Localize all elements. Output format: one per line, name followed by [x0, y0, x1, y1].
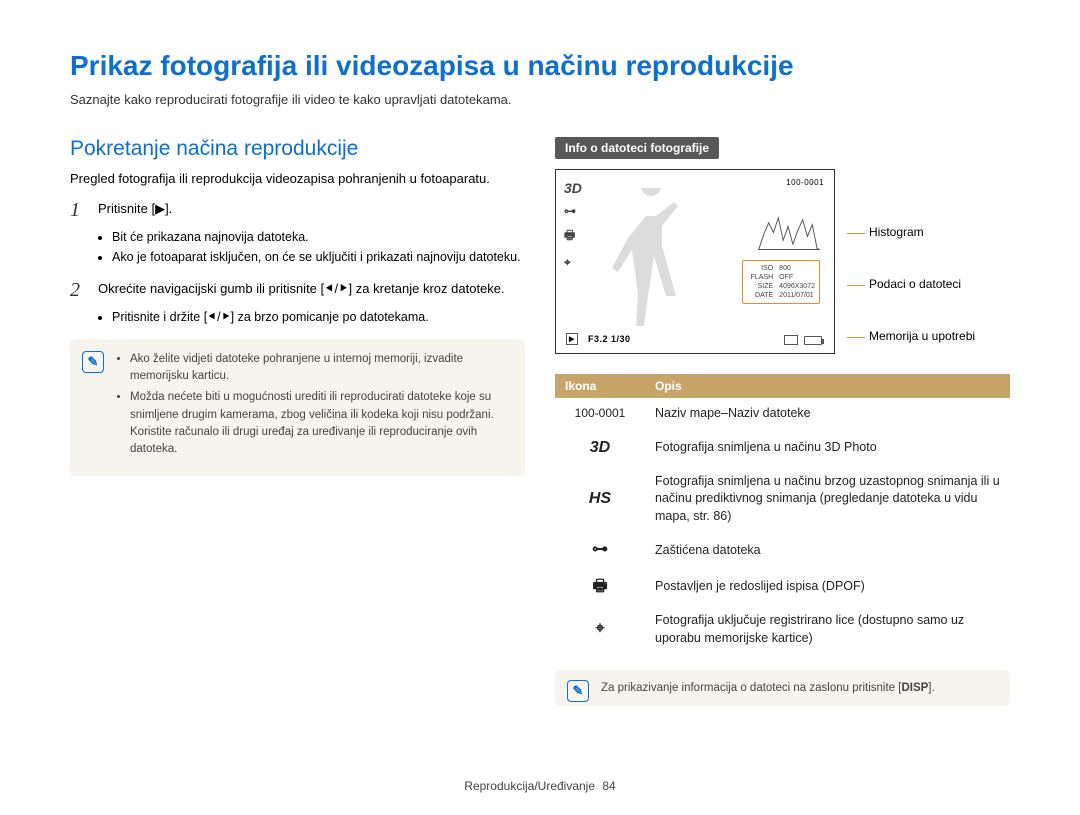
th-opis: Opis [645, 374, 1010, 398]
desc-cell: Zaštićena datoteka [645, 532, 1010, 568]
section-para: Pregled fotografija ili reprodukcija vid… [70, 169, 525, 189]
footer-label: Reprodukcija/Uređivanje [464, 779, 595, 793]
step-1-bullets: Bit će prikazana najnovija datoteka. Ako… [98, 228, 525, 268]
step-text: Pritisnite [▶]. [98, 199, 172, 222]
list-item: Pritisnite i držite [⯇/⯈] za brzo pomica… [112, 308, 525, 327]
printer-icon: 🖶 [555, 569, 645, 605]
screen-annotations: Histogram Podaci o datoteci Memorija u u… [847, 225, 975, 343]
left-column: Pokretanje načina reprodukcije Pregled f… [70, 137, 525, 706]
play-icon: ▶ [566, 333, 578, 345]
screen-figure: 3D ⊶ 🖶 ⌖ 100-0001 ISO800 FLASHOFF SIZE40… [555, 169, 1010, 374]
silhouette-icon [606, 188, 696, 328]
exif-box: ISO800 FLASHOFF SIZE4096X3072 DATE2011/0… [742, 260, 820, 304]
screen-bottom-left: ▶ F3.2 1/30 [566, 333, 631, 345]
intro-text: Saznajte kako reproducirati fotografije … [70, 92, 1010, 107]
table-row: 3D Fotografija snimljena u načinu 3D Pho… [555, 430, 1010, 466]
note-icon: ✎ [82, 351, 104, 373]
page-footer: Reprodukcija/Uređivanje 84 [0, 779, 1080, 793]
icon-hs: HS [555, 466, 645, 533]
icon-cell: 100-0001 [555, 398, 645, 430]
lock-icon: ⊶ [555, 532, 645, 568]
annotation-memory: Memorija u upotrebi [847, 329, 975, 343]
table-row: HS Fotografija snimljena u načinu brzog … [555, 466, 1010, 533]
step-number: 1 [70, 199, 88, 222]
step-number: 2 [70, 279, 88, 302]
list-item: Ako je fotoaparat isključen, on će se uk… [112, 248, 525, 267]
list-item: Ako želite vidjeti datoteke pohranjene u… [130, 351, 511, 386]
screen-left-icons: 3D ⊶ 🖶 ⌖ [564, 180, 582, 270]
icon-3d: 3D [555, 430, 645, 466]
annotation-fileinfo: Podaci o datoteci [847, 277, 975, 291]
page-title: Prikaz fotografija ili videozapisa u nač… [70, 50, 1010, 82]
file-number: 100-0001 [786, 178, 824, 187]
table-row: ⌖ Fotografija uključuje registrirano lic… [555, 605, 1010, 654]
note-text-prefix: Za prikazivanje informacija o datoteci n… [601, 682, 901, 694]
list-item: Možda nećete biti u mogućnosti urediti i… [130, 389, 511, 458]
desc-cell: Fotografija snimljena u načinu 3D Photo [645, 430, 1010, 466]
section-heading: Pokretanje načina reprodukcije [70, 137, 525, 161]
table-row: 🖶 Postavljen je redoslijed ispisa (DPOF) [555, 569, 1010, 605]
list-item: Bit će prikazana najnovija datoteka. [112, 228, 525, 247]
battery-icon [804, 336, 822, 345]
table-row: ⊶ Zaštićena datoteka [555, 532, 1010, 568]
step-text: Okrećite navigacijski gumb ili pritisnit… [98, 279, 505, 302]
step-2: 2 Okrećite navigacijski gumb ili pritisn… [70, 279, 525, 302]
footer-page: 84 [602, 779, 615, 793]
face-icon: ⌖ [555, 605, 645, 654]
camera-screen: 3D ⊶ 🖶 ⌖ 100-0001 ISO800 FLASHOFF SIZE40… [555, 169, 835, 354]
right-column: Info o datoteci fotografije 3D ⊶ 🖶 ⌖ 100… [555, 137, 1010, 706]
th-ikona: Ikona [555, 374, 645, 398]
aperture-shutter: F3.2 1/30 [588, 334, 631, 344]
desc-cell: Fotografija uključuje registrirano lice … [645, 605, 1010, 654]
note-box-left: ✎ Ako želite vidjeti datoteke pohranjene… [70, 339, 525, 477]
step-1: 1 Pritisnite [▶]. [70, 199, 525, 222]
lock-icon: ⊶ [564, 204, 582, 218]
face-icon: ⌖ [564, 255, 582, 270]
icon-3d: 3D [564, 180, 582, 196]
note-box-right: ✎ Za prikazivanje informacija o datoteci… [555, 670, 1010, 706]
note-icon: ✎ [567, 680, 589, 702]
disp-key: DISP [901, 682, 928, 694]
desc-cell: Naziv mape–Naziv datoteke [645, 398, 1010, 430]
desc-cell: Fotografija snimljena u načinu brzog uza… [645, 466, 1010, 533]
printer-icon: 🖶 [564, 226, 582, 247]
table-row: 100-0001 Naziv mape–Naziv datoteke [555, 398, 1010, 430]
screen-bottom-right [784, 335, 822, 345]
memory-icon [784, 335, 798, 345]
step-2-bullets: Pritisnite i držite [⯇/⯈] za brzo pomica… [98, 308, 525, 327]
note-text-suffix: ]. [928, 682, 934, 694]
desc-cell: Postavljen je redoslijed ispisa (DPOF) [645, 569, 1010, 605]
info-tag: Info o datoteci fotografije [555, 137, 719, 159]
histogram-icon [758, 215, 820, 250]
icon-table: Ikona Opis 100-0001 Naziv mape–Naziv dat… [555, 374, 1010, 654]
annotation-histogram: Histogram [847, 225, 975, 239]
